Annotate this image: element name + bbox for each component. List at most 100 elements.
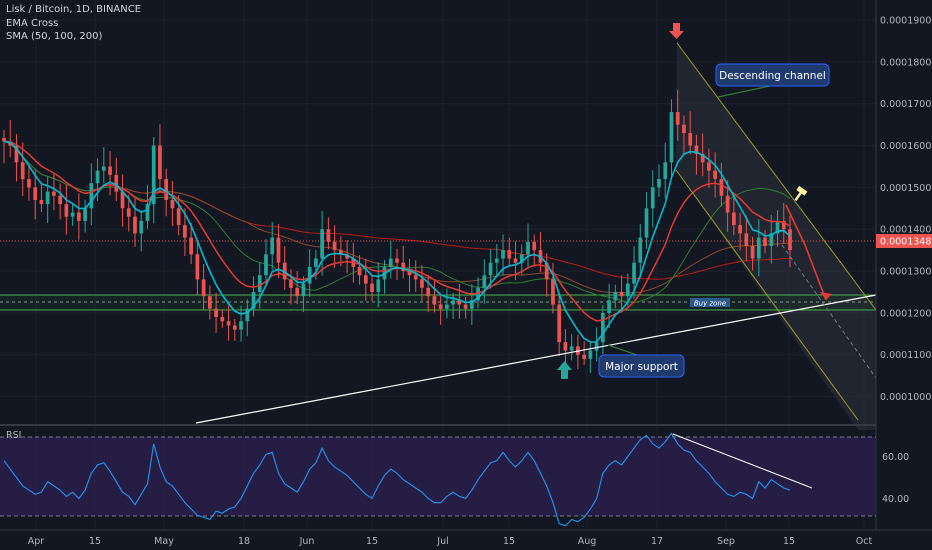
rsi-tick-label: 60.00 (882, 452, 909, 463)
candle-body (101, 166, 106, 171)
candle-body (307, 266, 312, 284)
candle-body (251, 291, 256, 309)
major-support-line[interactable] (195, 294, 877, 424)
candle-body (58, 195, 62, 205)
candle-body (519, 254, 524, 263)
candle-body (513, 258, 518, 263)
price-axis[interactable]: 0.0001900 0.0001800 0.0001700 0.0001600 0.00… (880, 16, 931, 403)
candle-body (763, 237, 767, 246)
candle-body (270, 237, 275, 255)
candle-body (145, 204, 150, 221)
candle-body (376, 279, 381, 292)
candle-body (632, 262, 636, 284)
candle-body (95, 170, 100, 184)
last-price-text: 0.00013481 (880, 237, 932, 248)
candle-body (345, 254, 349, 259)
candle-body (426, 287, 431, 297)
candle-body (781, 220, 786, 230)
price-tick-label: 0.0001600 (880, 141, 931, 152)
time-tick-label: Sep (717, 536, 735, 547)
buy-zone-box (0, 295, 876, 310)
candle-body (526, 241, 530, 255)
time-tick-label: 17 (651, 536, 663, 547)
candle-body (232, 325, 237, 330)
candle-body (625, 283, 630, 297)
candle-body (713, 170, 717, 180)
candle-body (314, 258, 318, 267)
candle-body (682, 124, 686, 134)
symbol-title[interactable]: Lisk / Bitcoin, 1D, BINANCE (6, 4, 142, 15)
price-tick-label: 0.0001700 (880, 99, 931, 110)
candle-body (214, 308, 218, 318)
candle-body (476, 287, 480, 301)
rsi-label: RSI (6, 430, 21, 441)
candle-body (551, 279, 555, 305)
time-tick-label: 15 (783, 536, 795, 547)
buy-zone-label-box (690, 298, 730, 307)
candle-body (769, 233, 774, 246)
support-arrow-up-icon (557, 361, 572, 379)
candle-body (694, 145, 699, 154)
candle-body (470, 300, 474, 309)
channel-lower-line[interactable] (675, 169, 859, 421)
candle-body (438, 304, 443, 309)
candle-body (70, 212, 75, 217)
candle-body (594, 342, 599, 351)
candle-body (644, 208, 649, 238)
candle-body (420, 279, 424, 288)
candle-body (657, 179, 661, 188)
candle-body (108, 166, 112, 175)
projection-path-red[interactable] (785, 204, 827, 301)
candle-body (725, 195, 730, 213)
projection-arrowhead (820, 292, 832, 300)
candle-body (170, 199, 175, 209)
rsi-trend-line[interactable] (672, 433, 813, 489)
rsi-axis[interactable]: 60.00 40.00 (882, 452, 909, 505)
channel-upper-line[interactable] (676, 42, 877, 311)
candle-body (339, 250, 343, 255)
candle-body (638, 237, 643, 263)
candle-body (557, 304, 562, 343)
candle-body (77, 212, 81, 221)
price-tick-label: 0.0001100 (880, 350, 931, 361)
candle-body (582, 354, 586, 359)
candle-body (413, 275, 418, 280)
ema-cross-label[interactable]: EMA Cross (6, 17, 59, 29)
candle-body (451, 300, 455, 305)
candle-body (114, 174, 119, 192)
candle-body (126, 208, 131, 217)
buy-zone-label: Buy zone (694, 300, 726, 308)
candle-body (20, 162, 25, 180)
candle-body (669, 112, 674, 163)
sma-label[interactable]: SMA (50, 100, 200) (6, 31, 103, 42)
candle-body (226, 321, 231, 326)
candle-body (301, 283, 306, 297)
candle-body (320, 229, 324, 259)
candle-body (788, 229, 792, 251)
candle-body (719, 179, 724, 196)
candle-body (45, 191, 50, 205)
candle-body (607, 300, 611, 313)
candle-body (663, 162, 668, 180)
candle-body (326, 229, 331, 242)
price-tick-label: 0.0001500 (880, 183, 931, 194)
hammer-icon (794, 185, 808, 202)
candle-body (33, 187, 38, 200)
candle-body (357, 266, 362, 276)
candle-body (432, 296, 437, 305)
time-axis[interactable]: Apr 15 May 18 Jun 15 Jul 15 Aug 17 Sep 15 Oct (28, 536, 873, 547)
price-tick-label: 0.0001200 (880, 308, 931, 319)
descending-channel-text: Descending channel (719, 70, 826, 82)
candle-body (388, 258, 393, 267)
candle-body (601, 312, 605, 343)
major-support-callout[interactable] (598, 354, 685, 378)
candle-body (445, 304, 449, 309)
candle-body (775, 220, 780, 234)
descending-channel-callout[interactable] (715, 63, 830, 87)
time-tick-label: 15 (366, 536, 378, 547)
rsi-tick-label: 40.00 (882, 494, 909, 505)
candle-body (83, 208, 87, 221)
time-tick-label: 15 (503, 536, 515, 547)
candle-body (158, 145, 162, 180)
